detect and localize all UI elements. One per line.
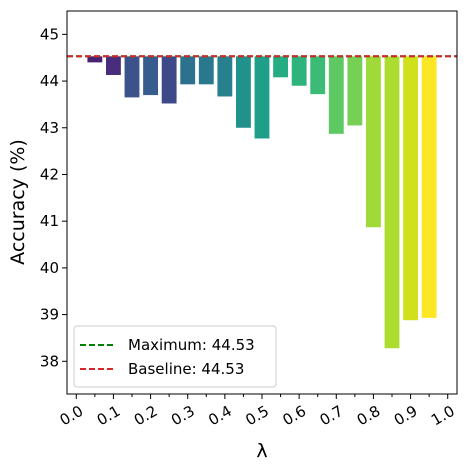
bar	[310, 56, 326, 95]
bar	[180, 56, 196, 85]
bar	[403, 56, 418, 321]
bar	[254, 56, 270, 139]
y-tick-label: 44	[40, 72, 59, 90]
y-axis: 38 39 40 41 42 43 44 45	[40, 25, 67, 370]
bar	[87, 56, 103, 63]
legend: Maximum: 44.53 Baseline: 44.53	[73, 325, 277, 388]
bar	[328, 56, 344, 134]
bar	[291, 56, 307, 86]
bar	[124, 56, 140, 98]
y-tick-label: 38	[40, 352, 59, 370]
legend-label-maximum: Maximum: 44.53	[128, 336, 255, 354]
bar	[198, 56, 214, 85]
bar	[143, 56, 158, 96]
y-tick-label: 42	[40, 165, 59, 183]
y-tick-label: 39	[40, 306, 59, 324]
legend-box	[73, 325, 277, 388]
y-tick-label: 40	[40, 259, 59, 277]
y-tick-label: 43	[40, 119, 59, 137]
y-axis-label: Accuracy (%)	[7, 139, 29, 265]
y-tick-label: 45	[40, 25, 59, 43]
bar	[421, 56, 437, 318]
x-axis-label: λ	[256, 440, 267, 462]
bar	[236, 56, 251, 128]
bar	[217, 56, 233, 97]
y-tick-label: 41	[40, 212, 59, 230]
bar	[366, 56, 381, 228]
bar	[161, 56, 177, 104]
bar	[106, 56, 121, 75]
legend-label-baseline: Baseline: 44.53	[128, 360, 244, 378]
bar	[384, 56, 400, 349]
bars-layer	[87, 56, 437, 349]
bar	[347, 56, 363, 126]
bar	[273, 56, 288, 78]
